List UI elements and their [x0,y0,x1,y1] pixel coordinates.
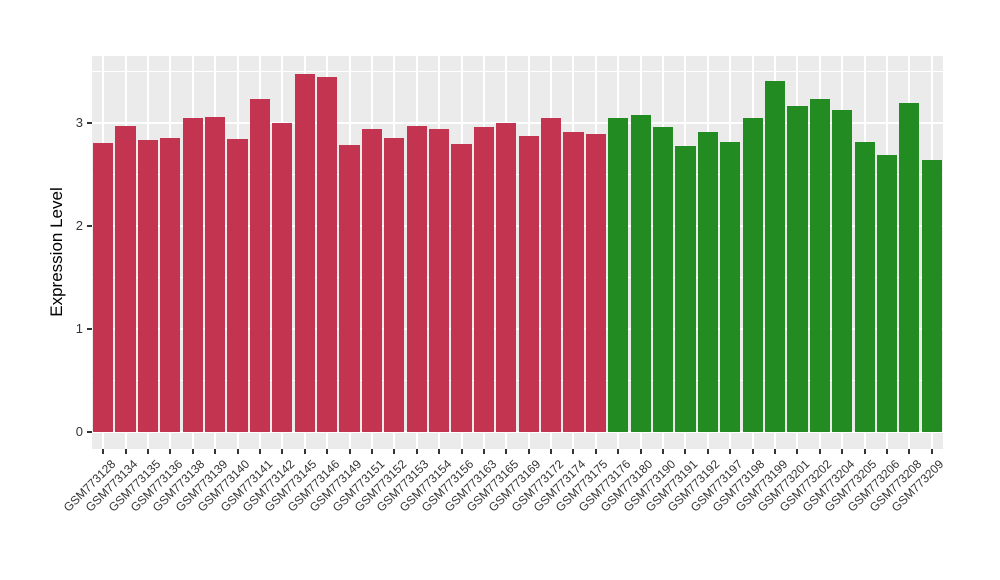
x-tick-mark [191,449,194,454]
bar-GSM773202 [809,98,830,433]
x-tick-mark [169,449,172,454]
x-tick-mark [124,449,127,454]
bar-GSM773141 [249,98,271,433]
x-tick-mark [482,449,485,454]
bar-GSM773163 [473,126,494,433]
bar-GSM773198 [742,117,763,433]
bar-GSM773154 [429,128,450,433]
bar-GSM773197 [720,142,741,433]
gridline-minor [92,380,943,382]
x-tick-mark [684,449,687,454]
bar-GSM773145 [294,74,315,433]
x-tick-mark [841,449,844,454]
x-tick-mark [617,449,620,454]
x-tick-mark [505,449,508,454]
gridline-minor [92,70,943,72]
y-tick-label: 3 [75,114,83,130]
x-tick-mark [527,449,530,454]
gridline-minor [92,277,943,278]
x-tick-mark [930,449,933,454]
gridline-minor [92,173,943,175]
bar-GSM773151 [361,128,383,433]
y-tick-label: 0 [75,424,83,440]
y-tick-label: 2 [75,217,83,233]
bar-GSM773139 [205,116,226,433]
bar-GSM773142 [272,122,293,433]
bar-GSM773149 [339,145,360,433]
bar-GSM773175 [585,134,606,433]
y-tick-mark [87,121,92,124]
y-tick-mark [87,328,92,331]
x-tick-mark [281,449,284,454]
x-tick-mark [706,449,709,454]
bar-GSM773204 [832,110,853,433]
bar-GSM773208 [899,103,920,433]
x-tick-mark [572,449,575,454]
bar-GSM773153 [406,125,427,433]
x-tick-mark [326,449,329,454]
y-tick-label: 1 [75,321,83,337]
x-tick-mark [662,449,665,454]
gridline-major [92,121,943,124]
x-tick-mark [393,449,396,454]
x-tick-mark [348,449,351,454]
bar-GSM773134 [115,125,136,433]
bar-GSM773135 [137,140,159,433]
x-tick-mark [415,449,418,454]
bar-GSM773191 [675,146,696,433]
x-tick-mark [796,449,799,454]
bar-GSM773138 [182,117,203,433]
bar-GSM773172 [540,117,562,433]
bar-GSM773128 [93,143,114,433]
bar-GSM773174 [563,131,584,433]
bar-GSM773206 [876,154,898,433]
bar-GSM773165 [496,122,517,433]
x-tick-mark [438,449,441,454]
x-tick-mark [886,449,888,454]
x-tick-mark [303,449,306,454]
y-tick-mark [87,431,92,434]
bar-GSM773190 [652,126,674,433]
x-tick-mark [214,449,217,454]
x-tick-mark [639,449,642,454]
x-tick-mark [236,449,239,454]
x-tick-mark [751,449,754,454]
bar-GSM773201 [787,106,808,433]
bar-GSM773140 [227,139,248,433]
x-tick-mark [729,449,732,454]
bar-GSM773209 [921,159,942,433]
gridline-major [92,224,943,227]
x-tick-mark [146,449,149,454]
gridline-major [92,431,943,434]
x-tick-mark [594,449,597,454]
bar-GSM773169 [518,136,539,433]
x-tick-mark [102,449,105,454]
bar-GSM773199 [764,81,786,433]
y-axis-title: Expression Level [47,187,66,317]
x-tick-mark [908,449,911,454]
bar-GSM773152 [384,138,405,433]
x-tick-mark [258,449,261,454]
x-tick-mark [863,449,866,454]
bar-GSM773136 [160,138,181,433]
bar-GSM773146 [317,77,338,433]
x-tick-mark [460,449,463,454]
x-tick-mark [774,449,777,454]
bar-GSM773180 [630,115,651,433]
x-tick-mark [550,449,553,454]
bar-GSM773192 [697,131,718,433]
gridline-major [92,328,943,331]
plot-panel [92,56,943,449]
bar-GSM773205 [854,142,875,433]
x-tick-mark [818,449,821,454]
bar-GSM773156 [451,144,472,433]
y-tick-mark [87,224,92,227]
bar-GSM773176 [608,117,629,433]
x-tick-mark [370,449,373,454]
